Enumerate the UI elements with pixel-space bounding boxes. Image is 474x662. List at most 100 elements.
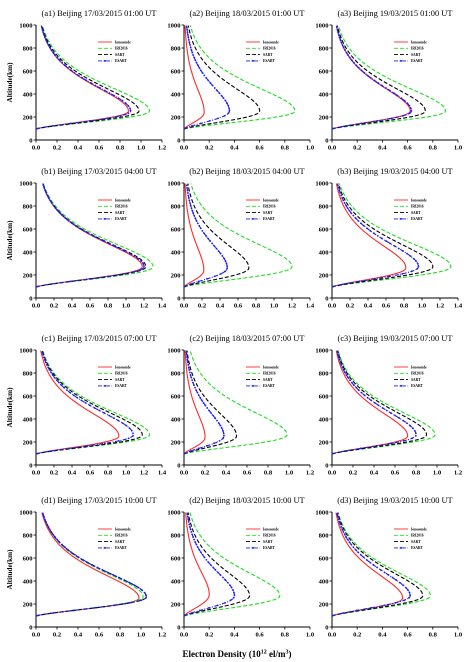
series-point	[42, 513, 45, 516]
y-tick-label: 1000	[19, 509, 33, 516]
series-point	[61, 543, 63, 546]
x-tick-label: 0.6	[86, 470, 95, 477]
x-tick-label: 1.2	[158, 145, 167, 152]
chart-title: (a3) Beijing 19/03/2015 01:00 UT	[338, 9, 453, 18]
series-point	[339, 39, 342, 41]
y-tick-label: 1000	[19, 347, 33, 354]
legend-label: ESART	[263, 59, 275, 63]
y-tick-label: 0	[325, 137, 329, 144]
legend-label: ESART	[263, 384, 275, 388]
x-tick-label: 0.8	[429, 632, 438, 639]
series-point	[208, 409, 211, 412]
series-ionosonde	[183, 183, 205, 288]
series-point	[233, 594, 236, 597]
series-point	[66, 66, 69, 69]
series-point	[92, 235, 95, 237]
series-point	[66, 389, 68, 392]
series-point	[192, 381, 194, 384]
x-tick-label: 0.0	[32, 303, 41, 310]
series-point	[365, 558, 368, 561]
y-tick-label: 800	[23, 370, 34, 377]
series-point	[336, 351, 339, 354]
legend-marker	[104, 217, 106, 220]
chart-b2: (b2) Beijing 18/03/2015 04:00 UT 0 200 400 6…	[167, 167, 315, 310]
series-point	[223, 257, 226, 260]
chart-title: (d1) Beijing 17/03/2015 10:00 UT	[41, 496, 156, 505]
x-tick-label: 1.2	[454, 470, 463, 477]
legend-label: Ionosonde	[115, 198, 131, 202]
chart-title: (b2) Beijing 18/03/2015 04:00 UT	[189, 167, 304, 176]
series-point	[346, 538, 349, 541]
series-point	[130, 429, 133, 432]
y-tick-label: 1000	[315, 347, 329, 354]
x-tick-label: 1.0	[122, 303, 131, 310]
y-tick-label: 400	[171, 416, 182, 423]
series-point	[86, 445, 89, 447]
x-tick-label: 0.4	[74, 632, 83, 639]
chart-title: (c3) Beijing 19/03/2015 07:00 UT	[338, 334, 453, 343]
x-tick-label: 1.0	[137, 632, 146, 639]
legend-label: SART	[263, 378, 273, 382]
series-point	[188, 371, 191, 374]
chart-title: (c1) Beijing 17/03/2015 07:00 UT	[42, 334, 157, 343]
series-point	[190, 612, 193, 614]
y-tick-label: 1000	[167, 22, 181, 29]
series-point	[208, 120, 211, 122]
series-ionosonde	[331, 512, 404, 617]
chart-a3: (a3) Beijing 19/03/2015 01:00 UT 0 200 400 6…	[315, 9, 463, 152]
series-point	[36, 452, 39, 455]
series-point	[118, 439, 120, 442]
x-tick-label: 1.4	[454, 303, 463, 310]
series-point	[82, 558, 84, 561]
series-point	[49, 199, 52, 202]
series-point	[394, 414, 397, 417]
series-point	[189, 528, 192, 531]
series-point	[97, 237, 100, 240]
chart-a1: (a1) Beijing 17/03/2015 01:00 UT 0 200 400 6…	[6, 9, 167, 152]
chart-title: (b3) Beijing 19/03/2015 04:00 UT	[337, 167, 452, 176]
series-point	[357, 219, 360, 222]
legend-marker	[400, 217, 402, 220]
series-point	[140, 260, 143, 263]
x-tick-label: 0.4	[68, 303, 77, 310]
series-point	[362, 224, 365, 227]
legend-label: Ionosonde	[115, 527, 131, 531]
x-tick-label: 0.4	[222, 470, 231, 477]
series-point	[191, 51, 194, 54]
series-point	[343, 533, 346, 536]
series-point	[86, 561, 89, 564]
series-point	[195, 543, 198, 546]
series-point	[186, 358, 189, 361]
series-point	[398, 581, 401, 584]
series-point	[133, 255, 136, 258]
x-tick-label: 0.8	[429, 145, 438, 152]
legend-label: IRI2016	[263, 205, 276, 209]
series-point	[344, 371, 346, 374]
series-point	[401, 272, 404, 275]
x-tick-label: 0.4	[216, 303, 225, 310]
x-tick-label: 0.2	[353, 632, 362, 639]
legend-label: ESART	[263, 217, 275, 221]
x-tick-label: 0.8	[281, 632, 290, 639]
series-point	[402, 584, 404, 587]
x-tick-label: 0.8	[104, 303, 113, 310]
series-point	[202, 402, 205, 404]
series-sart	[183, 512, 251, 617]
series-esart	[183, 512, 235, 617]
series-point	[340, 194, 343, 197]
y-axis-label: Altitude(km)	[6, 387, 14, 428]
series-point	[198, 66, 201, 69]
x-tick-label: 0.8	[116, 145, 125, 152]
series-point	[199, 396, 202, 399]
series-point	[69, 280, 72, 283]
y-tick-label: 200	[23, 439, 34, 446]
series-point	[402, 439, 405, 442]
legend-marker	[400, 59, 402, 62]
series-iri2016	[183, 183, 293, 288]
x-tick-label: 0.2	[353, 145, 362, 152]
series-point	[224, 260, 227, 263]
legend-marker	[252, 546, 254, 549]
legend-label: SART	[411, 378, 421, 382]
series-point	[186, 186, 189, 189]
series-point	[341, 44, 344, 46]
